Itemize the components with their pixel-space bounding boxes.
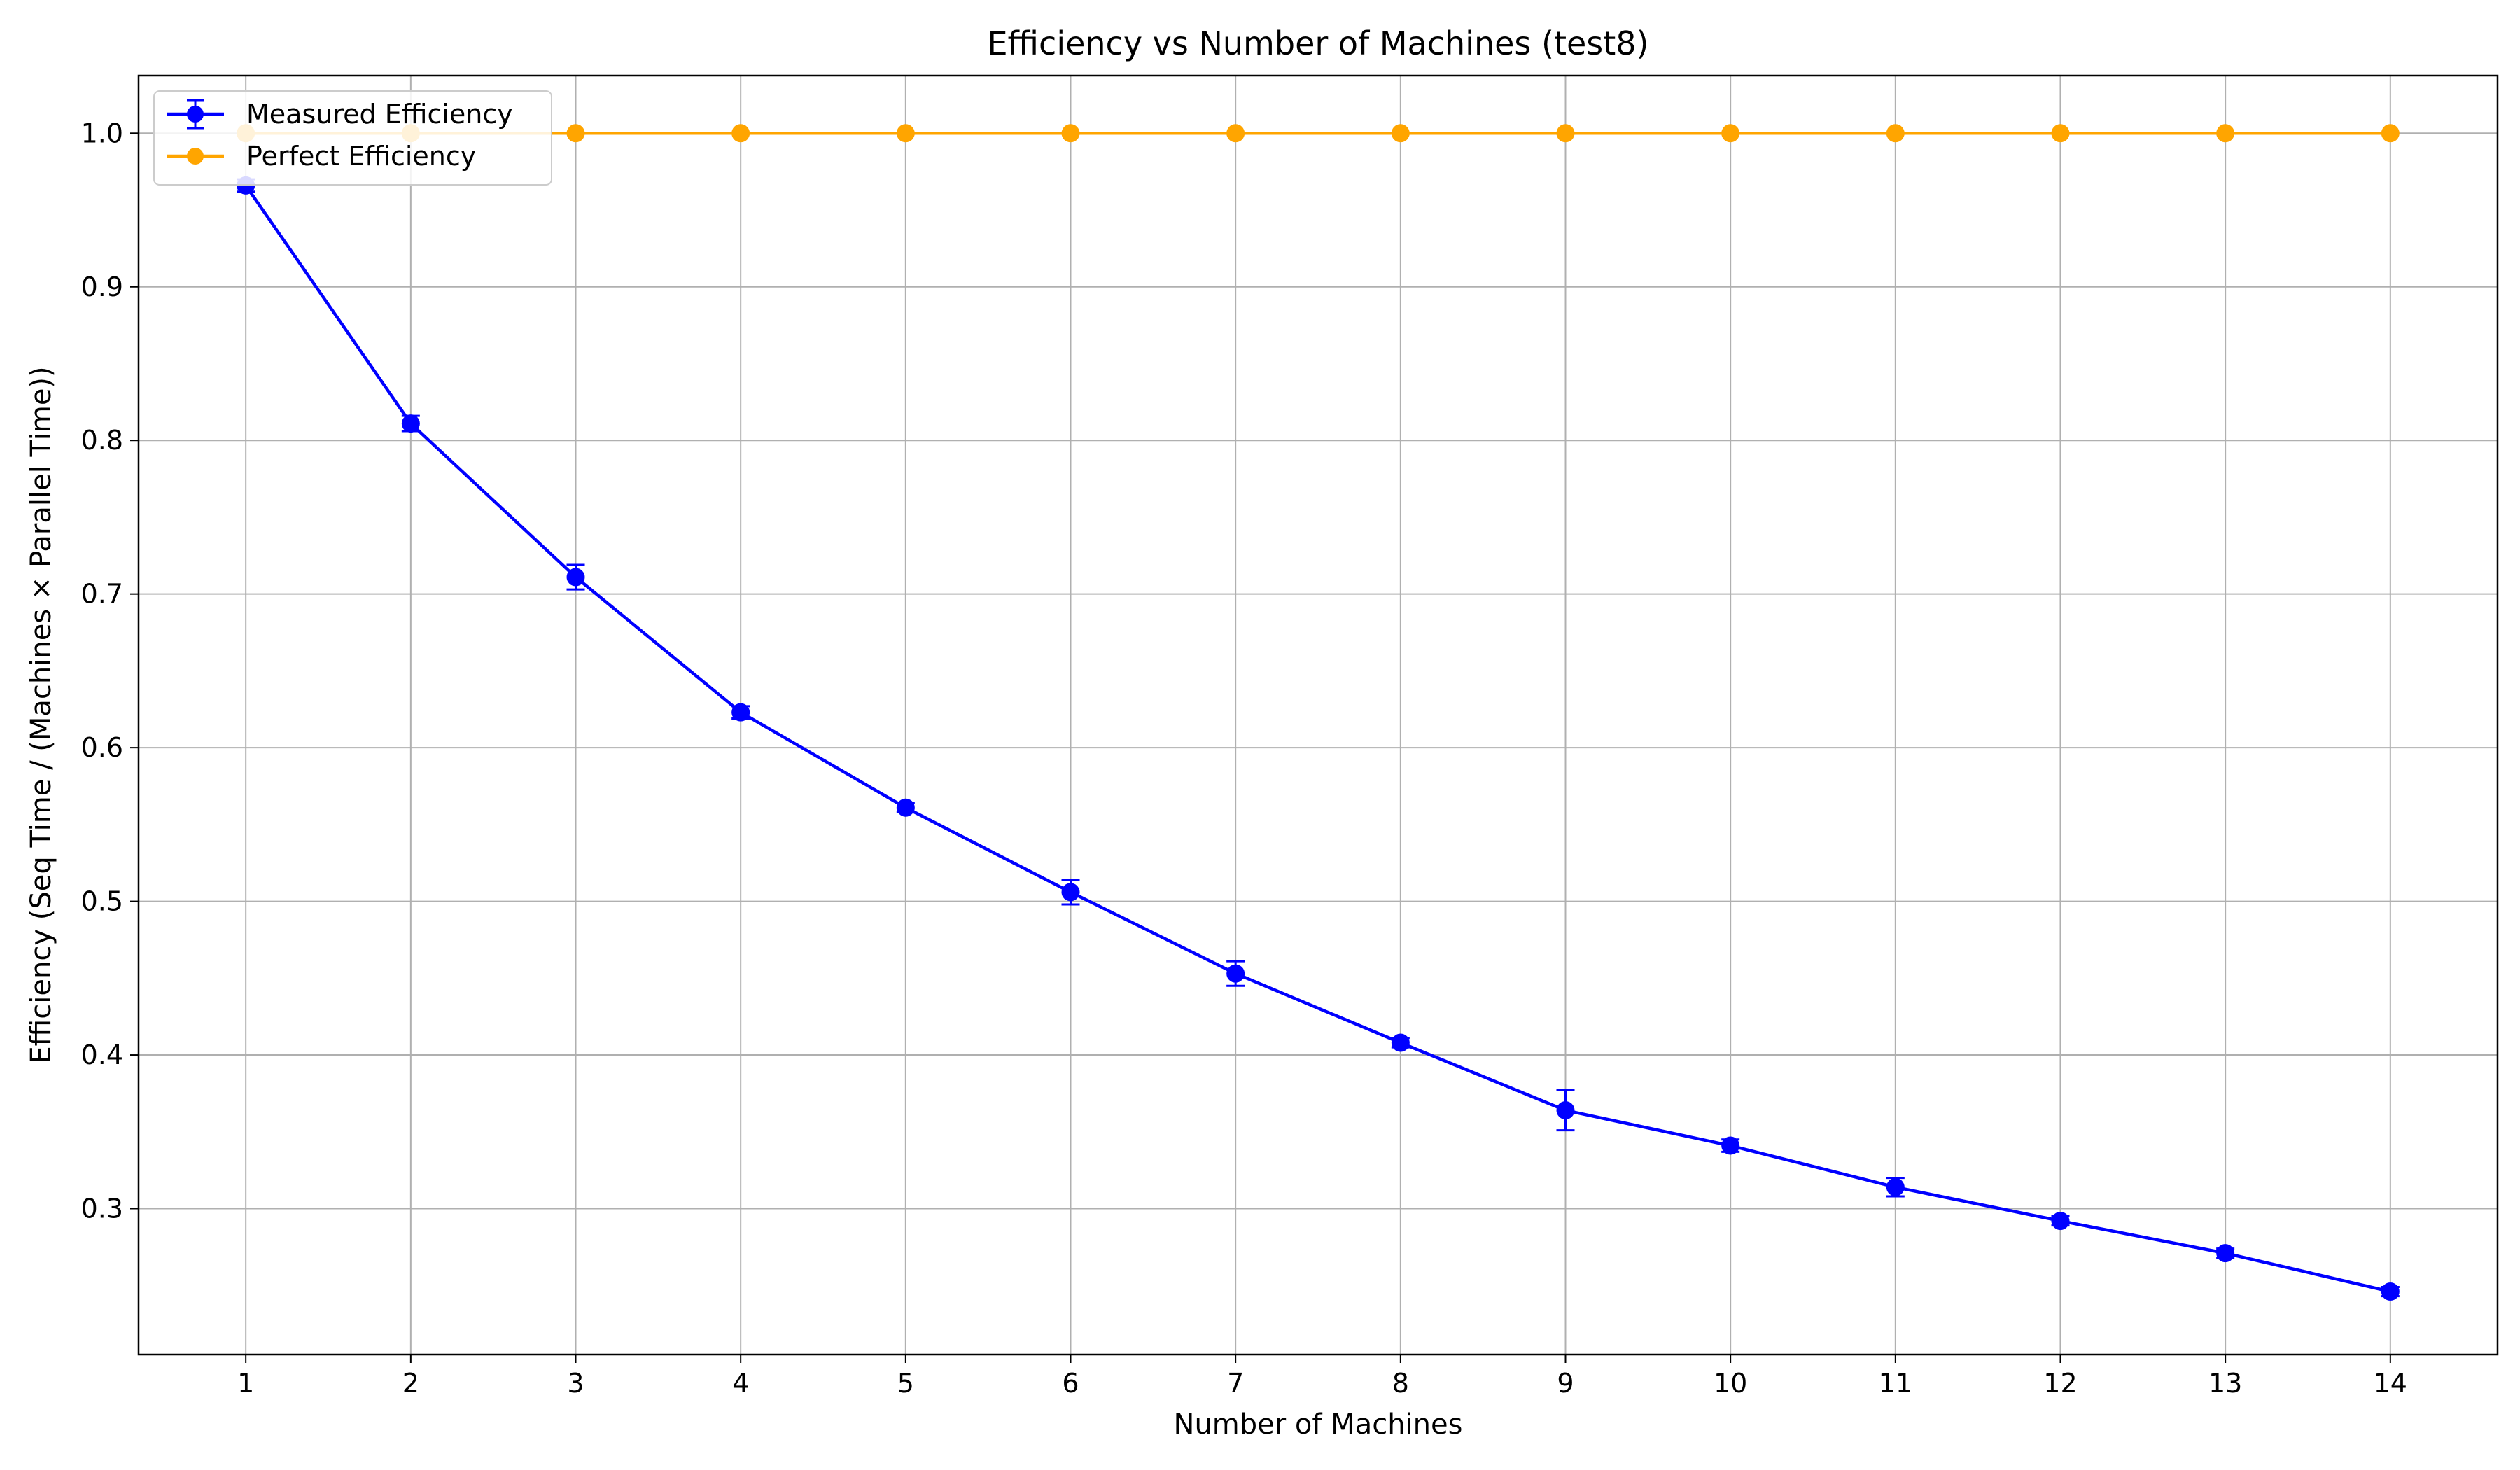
legend-box <box>153 90 552 186</box>
data-point <box>2381 124 2400 143</box>
x-tick-label: 6 <box>1062 1368 1079 1399</box>
data-point <box>1226 124 1245 143</box>
data-point <box>896 798 915 817</box>
legend-marker <box>187 148 204 164</box>
series-0 <box>237 176 2400 1301</box>
x-tick-label: 12 <box>2043 1368 2077 1399</box>
x-tick-label: 5 <box>897 1368 914 1399</box>
data-point <box>1226 964 1245 983</box>
data-point <box>896 124 915 143</box>
chart-title: Efficiency vs Number of Machines (test8) <box>987 24 1648 62</box>
y-tick-label: 0.4 <box>81 1040 123 1070</box>
data-point <box>2381 1282 2400 1301</box>
data-point <box>2051 1212 2070 1231</box>
y-tick-label: 0.7 <box>81 579 123 610</box>
legend-label: Perfect Efficiency <box>246 141 476 172</box>
data-point <box>732 124 750 143</box>
x-tick-label: 9 <box>1557 1368 1574 1399</box>
y-tick-label: 0.3 <box>81 1194 123 1224</box>
data-point <box>1886 124 1905 143</box>
data-point <box>566 568 585 587</box>
y-tick-label: 1.0 <box>81 118 123 148</box>
data-point <box>2216 1244 2235 1263</box>
legend-item: Measured Efficiency <box>167 99 513 130</box>
plot-series <box>237 124 2400 1301</box>
legend-item: Perfect Efficiency <box>167 141 476 172</box>
data-point <box>1061 124 1080 143</box>
data-point <box>2216 124 2235 143</box>
data-point <box>566 124 585 143</box>
x-tick-label: 8 <box>1392 1368 1409 1399</box>
x-tick-label: 13 <box>2208 1368 2242 1399</box>
x-tick-label: 2 <box>402 1368 419 1399</box>
data-point <box>1556 1101 1575 1120</box>
data-point <box>401 414 420 433</box>
x-tick-label: 11 <box>1879 1368 1912 1399</box>
y-axis-label: Efficiency (Seq Time / (Machines × Paral… <box>25 366 57 1063</box>
x-tick-label: 14 <box>2374 1368 2407 1399</box>
y-tick-label: 0.8 <box>81 425 123 456</box>
y-tick-label: 0.6 <box>81 732 123 763</box>
data-point <box>1721 124 1740 143</box>
x-tick-label: 10 <box>1714 1368 1747 1399</box>
axes-frame <box>137 74 2499 1356</box>
y-tick-label: 0.9 <box>81 272 123 302</box>
x-tick-label: 3 <box>567 1368 584 1399</box>
legend-label: Measured Efficiency <box>246 99 513 130</box>
x-tick-label: 4 <box>732 1368 749 1399</box>
x-tick-label: 1 <box>237 1368 254 1399</box>
axis-ticks: 1 2 3 4 5 6 7 8 9 10 11 12 13 140.30.40.50.60.70.80.9… <box>81 118 2407 1399</box>
data-point <box>1721 1136 1740 1155</box>
data-point <box>732 703 750 722</box>
y-tick-label: 0.5 <box>81 886 123 917</box>
legend-marker <box>187 106 204 122</box>
data-point <box>2051 124 2070 143</box>
data-point <box>1886 1177 1905 1196</box>
data-point <box>1391 124 1410 143</box>
data-point <box>1556 124 1575 143</box>
data-point <box>1391 1033 1410 1052</box>
legend: Measured Efficiency Perfect Efficiency <box>153 90 552 186</box>
data-point <box>1061 883 1080 902</box>
x-axis-label: Number of Machines <box>1174 1408 1463 1441</box>
series-line <box>244 184 2391 1294</box>
x-tick-label: 7 <box>1227 1368 1244 1399</box>
